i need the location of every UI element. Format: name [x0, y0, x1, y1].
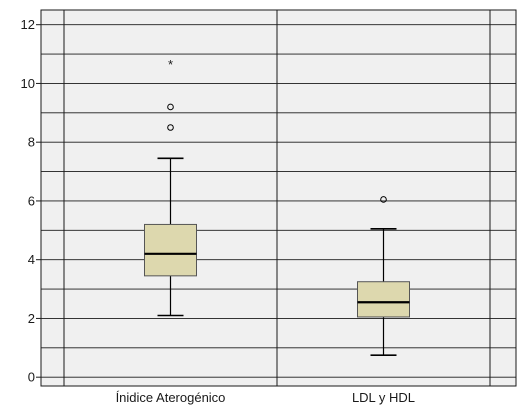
y-tick-label: 6 — [28, 193, 35, 208]
y-tick-label: 10 — [21, 76, 35, 91]
boxes: * — [144, 57, 410, 356]
outlier-point — [167, 103, 174, 111]
outlier-point — [167, 124, 174, 131]
y-axis: 0 2 4 6 8 10 12 — [21, 10, 42, 386]
category-labels: Ínidice Aterogénico LDL y HDL — [116, 390, 415, 405]
box-group — [357, 196, 410, 356]
category-label: Ínidice Aterogénico — [116, 390, 226, 405]
outlier-point — [380, 196, 387, 203]
plot-area — [40, 9, 517, 387]
iqr-box — [357, 281, 410, 318]
y-tick-label: 0 — [28, 370, 35, 385]
y-tick-label: 4 — [28, 252, 35, 267]
category-label: LDL y HDL — [352, 390, 415, 405]
y-tick-label: 12 — [21, 17, 35, 32]
y-tick-label: 8 — [28, 135, 35, 150]
extreme-point: * — [168, 57, 173, 72]
iqr-box — [144, 223, 197, 277]
gridlines — [41, 10, 516, 386]
y-tick-label: 2 — [28, 311, 35, 326]
box-group: * — [144, 57, 197, 317]
